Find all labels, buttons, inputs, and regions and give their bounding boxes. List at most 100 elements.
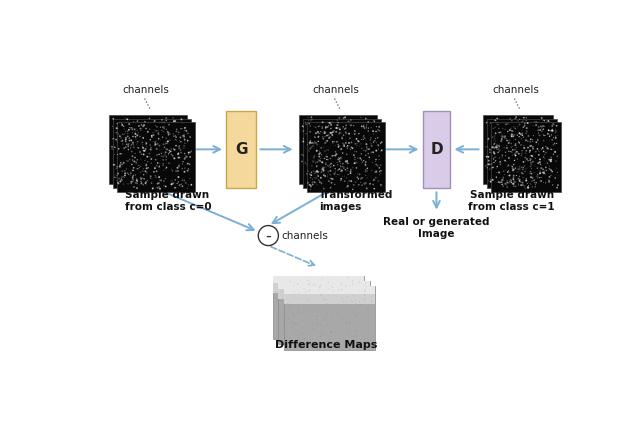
Point (117, 137, 127, 144)
Point (517, 179, 527, 186)
Point (164, 155, 174, 162)
Point (358, 123, 369, 130)
Point (185, 153, 195, 160)
Point (321, 129, 332, 136)
Point (546, 158, 556, 165)
Point (516, 131, 526, 138)
Point (516, 146, 527, 153)
Point (538, 179, 548, 186)
Point (523, 184, 533, 191)
Point (325, 324, 335, 331)
Point (300, 289, 310, 296)
Point (307, 321, 317, 328)
Point (489, 170, 499, 177)
Point (481, 153, 492, 160)
Point (131, 138, 141, 145)
Point (165, 143, 175, 150)
Point (355, 143, 365, 150)
Point (303, 338, 314, 345)
Point (346, 144, 356, 151)
Point (124, 171, 134, 178)
Point (164, 121, 174, 128)
Point (121, 138, 131, 145)
Point (132, 140, 142, 147)
Point (112, 151, 122, 158)
Point (132, 177, 143, 184)
Point (138, 171, 148, 178)
Point (180, 165, 190, 172)
Point (365, 178, 375, 185)
Point (369, 177, 379, 184)
Point (324, 162, 335, 169)
Point (326, 161, 336, 168)
Point (132, 118, 143, 125)
Point (550, 129, 561, 136)
Point (320, 313, 330, 320)
Point (141, 162, 151, 169)
Point (322, 137, 332, 144)
Point (342, 293, 352, 300)
Point (358, 133, 369, 140)
Point (155, 160, 165, 167)
Point (499, 144, 509, 151)
Point (162, 116, 172, 123)
Point (126, 142, 136, 149)
Point (132, 176, 142, 183)
Polygon shape (273, 276, 364, 339)
Point (349, 160, 360, 167)
Point (339, 308, 349, 315)
Point (117, 168, 127, 175)
Point (176, 125, 186, 132)
Point (296, 342, 307, 349)
Point (166, 128, 177, 135)
Point (169, 154, 179, 161)
Point (141, 181, 151, 188)
Point (509, 178, 519, 185)
Point (354, 138, 364, 145)
Point (324, 122, 334, 129)
Point (132, 175, 142, 182)
Point (491, 143, 501, 150)
Point (182, 153, 192, 160)
Point (531, 162, 541, 169)
Point (513, 168, 523, 175)
Point (163, 168, 173, 175)
Point (164, 148, 174, 155)
Point (501, 121, 511, 128)
Point (329, 152, 339, 159)
Point (182, 167, 193, 174)
Point (314, 153, 324, 160)
Point (499, 154, 509, 161)
Point (179, 143, 189, 150)
Point (308, 178, 318, 185)
Point (174, 154, 184, 161)
Point (185, 175, 195, 182)
Point (149, 167, 159, 174)
Point (320, 148, 330, 155)
Point (130, 154, 140, 161)
Point (167, 119, 177, 126)
Point (338, 160, 348, 167)
Point (332, 136, 342, 143)
Point (165, 163, 175, 170)
Point (315, 148, 325, 155)
Point (337, 325, 348, 332)
Point (509, 150, 519, 157)
Point (374, 164, 385, 171)
Point (346, 166, 356, 173)
Point (294, 302, 304, 309)
Point (361, 125, 371, 132)
Point (345, 324, 355, 331)
Point (493, 146, 503, 153)
Point (171, 134, 181, 141)
Point (136, 131, 146, 138)
Point (545, 174, 555, 181)
Point (525, 174, 536, 181)
Point (287, 302, 298, 309)
Point (309, 126, 319, 133)
Point (107, 146, 117, 153)
Point (319, 145, 329, 152)
Point (349, 127, 360, 134)
Point (336, 145, 346, 152)
Point (336, 166, 346, 173)
